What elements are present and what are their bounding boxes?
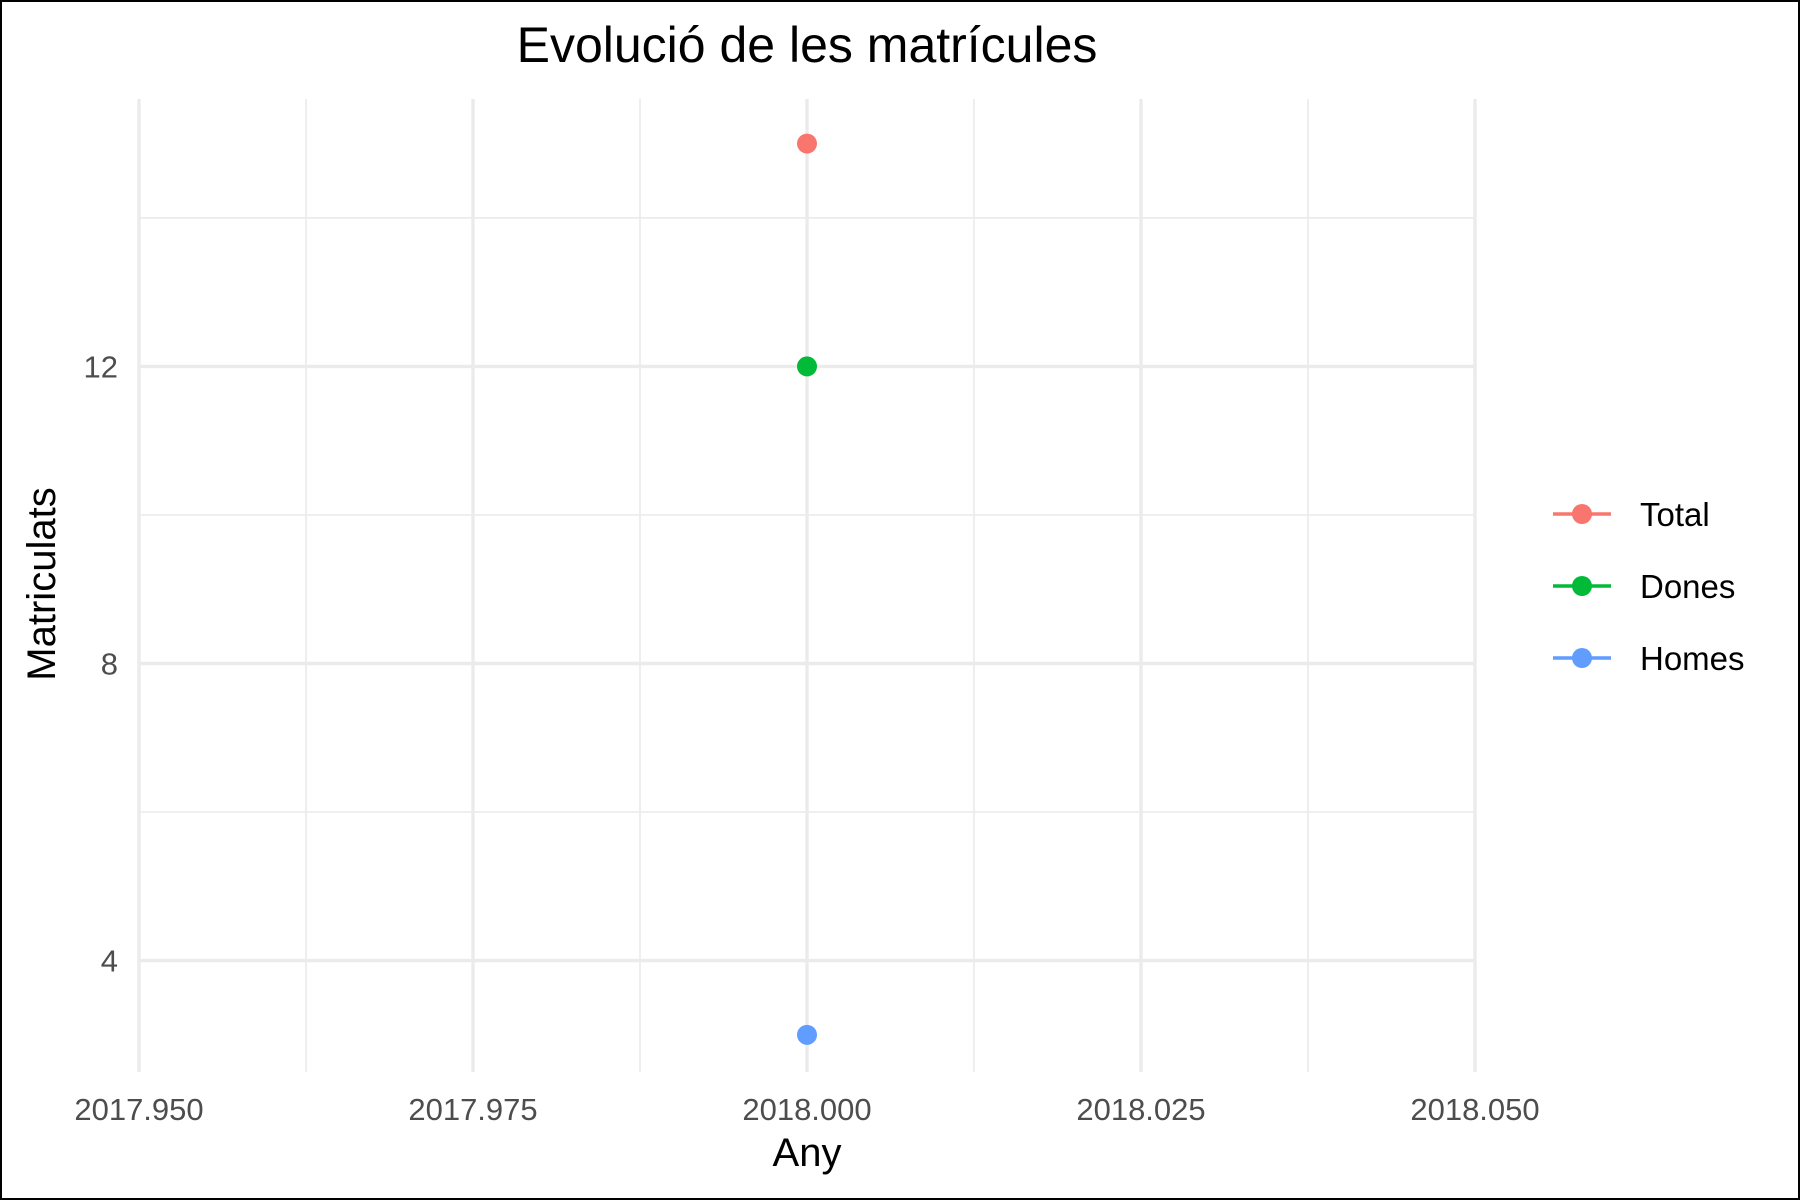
y-axis-title: Matriculats xyxy=(20,487,64,680)
x-tick-label: 2018.000 xyxy=(742,1092,871,1127)
x-tick-label: 2018.050 xyxy=(1410,1092,1539,1127)
chart-title: Evolució de les matrícules xyxy=(517,17,1098,73)
legend-item-dones: Dones xyxy=(1553,568,1735,605)
legend: Total Dones Homes xyxy=(1553,496,1745,677)
grid xyxy=(137,99,1477,1072)
legend-item-homes: Homes xyxy=(1553,640,1745,677)
x-axis-ticks: 2017.950 2017.975 2018.000 2018.025 2018.050 xyxy=(74,1092,1539,1127)
legend-label: Total xyxy=(1640,496,1710,533)
x-axis-title: Any xyxy=(773,1131,842,1175)
legend-marker xyxy=(1572,504,1592,524)
data-point-homes xyxy=(797,1024,817,1045)
data-point-dones xyxy=(797,356,817,377)
legend-marker xyxy=(1572,576,1592,596)
y-axis-ticks: 4 8 12 xyxy=(84,349,118,978)
legend-item-total: Total xyxy=(1553,496,1710,533)
legend-label: Dones xyxy=(1640,568,1735,605)
x-tick-label: 2017.950 xyxy=(74,1092,203,1127)
legend-label: Homes xyxy=(1640,640,1745,677)
y-tick-label: 4 xyxy=(101,944,118,979)
x-tick-label: 2018.025 xyxy=(1076,1092,1205,1127)
y-tick-label: 12 xyxy=(84,349,118,384)
legend-marker xyxy=(1572,648,1592,668)
y-tick-label: 8 xyxy=(101,646,118,681)
x-tick-label: 2017.975 xyxy=(408,1092,537,1127)
data-point-total xyxy=(797,133,817,154)
data-points xyxy=(797,133,817,1045)
